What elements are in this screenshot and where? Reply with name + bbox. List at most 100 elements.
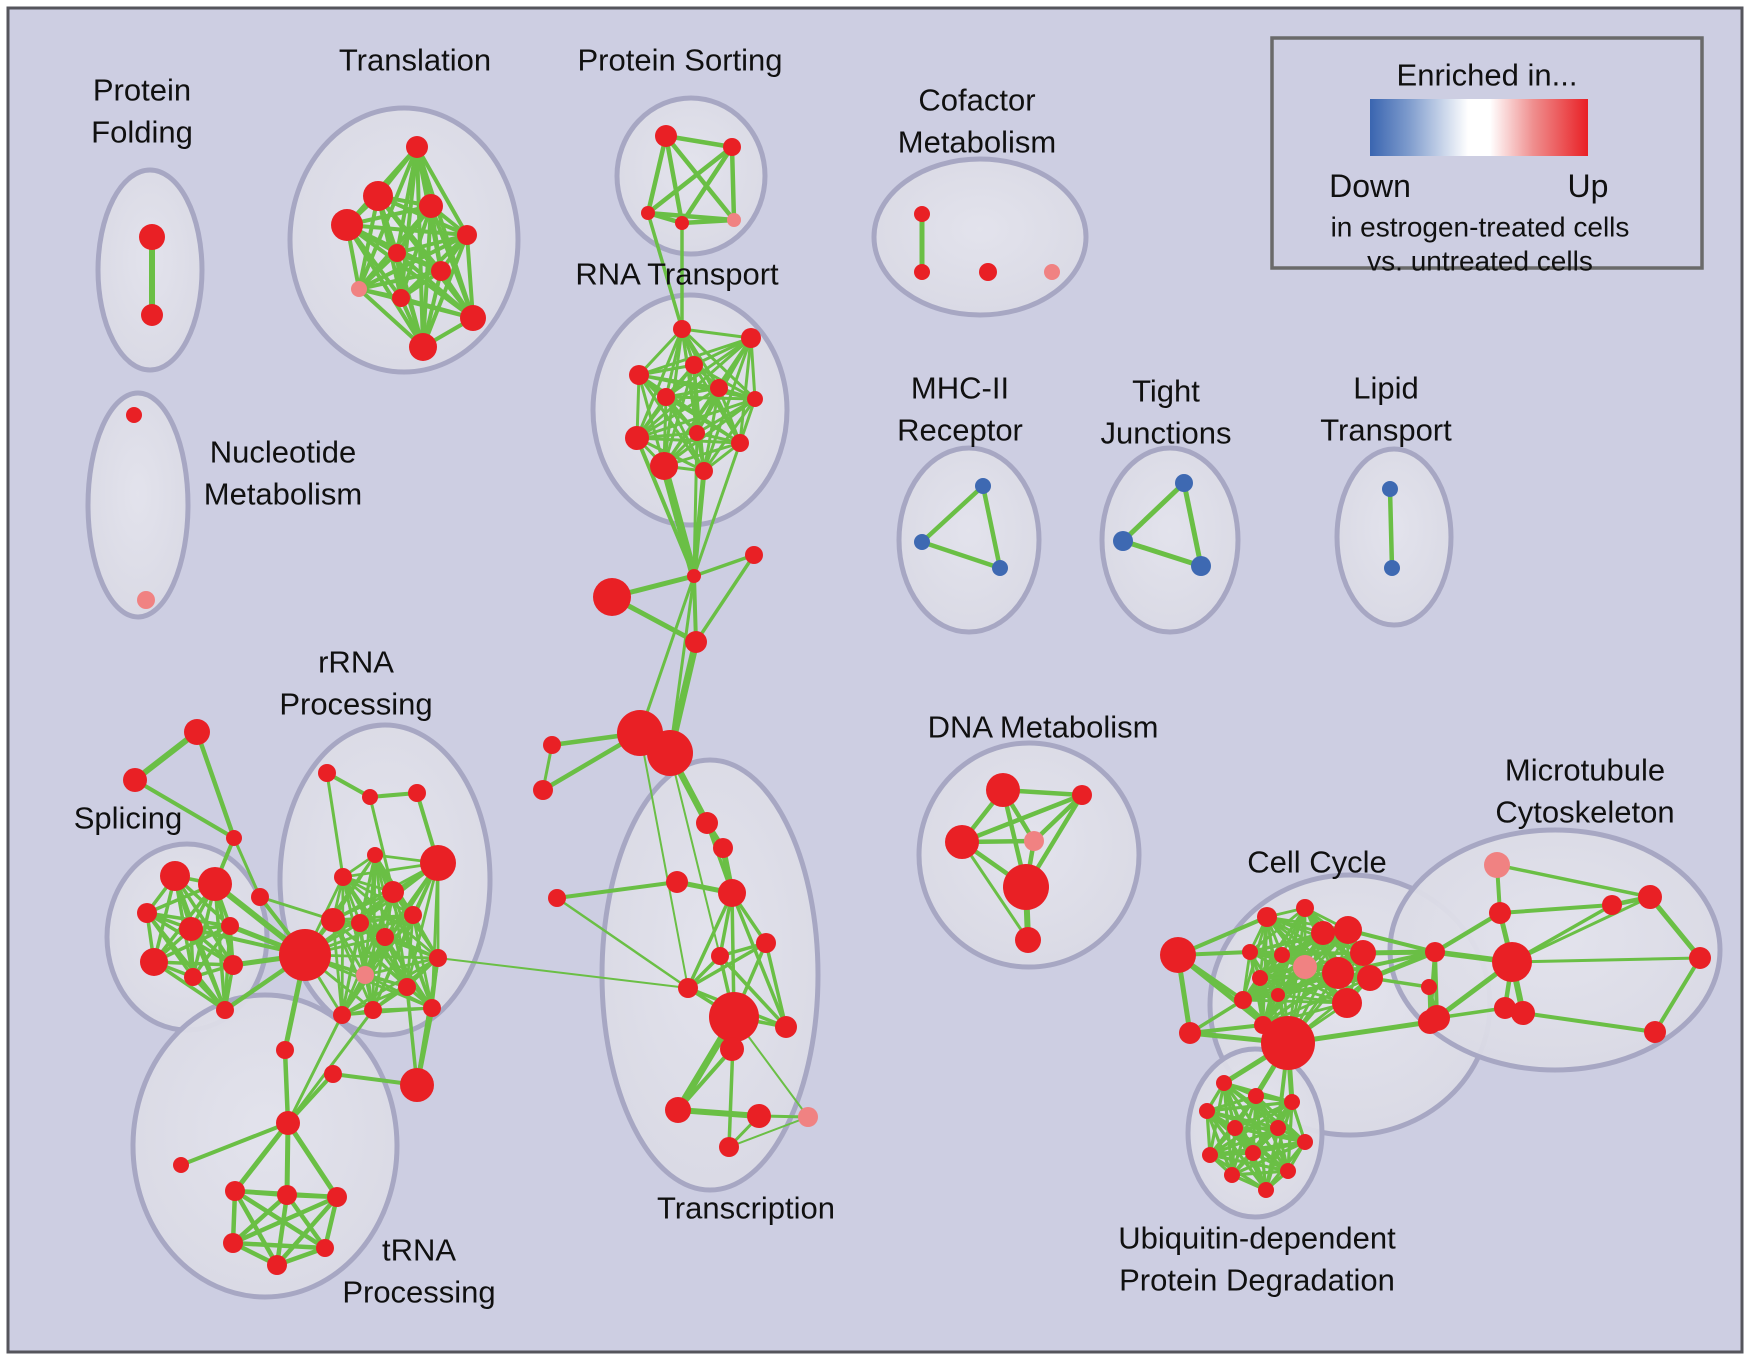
edge-T7-T8 xyxy=(357,269,443,291)
edge-MT7-MT2 xyxy=(1510,956,1702,964)
gene-set-node-R11 xyxy=(376,928,394,946)
gene-set-node-D2 xyxy=(756,933,776,953)
cluster-label-protein-folding-line1: Protein xyxy=(93,73,191,108)
gene-set-node-CM3 xyxy=(979,263,997,281)
edge-DM2-DM4 xyxy=(959,792,1085,845)
gene-set-node-RT2 xyxy=(741,328,761,348)
gene-set-node-C3 xyxy=(666,871,688,893)
edge-U7-U9 xyxy=(1251,1140,1307,1155)
edge-MTp-MT6 xyxy=(1495,863,1652,899)
cluster-ellipse-mhc-ii-receptor xyxy=(896,445,1042,635)
gene-set-node-U8 xyxy=(1202,1147,1218,1163)
gene-set-node-CC3 xyxy=(1311,921,1335,945)
edge-T4-T5 xyxy=(345,223,469,237)
gene-set-node-CC2 xyxy=(1296,899,1314,917)
cluster-label-rrna-processing-line2: Processing xyxy=(279,687,432,722)
gene-set-node-CM4 xyxy=(1044,264,1060,280)
edge-TR5-TR6 xyxy=(230,1194,340,1246)
gene-set-node-L1 xyxy=(593,578,631,616)
gene-set-node-TJ2 xyxy=(1113,531,1133,551)
edge-CC9-CC11 xyxy=(1241,971,1340,1002)
edge-T3-T10 xyxy=(429,204,475,320)
gene-set-node-E1 xyxy=(665,1097,691,1123)
gene-set-node-TR1 xyxy=(276,1041,294,1059)
gene-set-node-MT9 xyxy=(1494,997,1516,1019)
edge-T1-T8 xyxy=(357,145,419,291)
edge-CC11-J3 xyxy=(1336,950,1437,975)
edge-M1-R13 xyxy=(415,956,440,1087)
gene-set-node-U6 xyxy=(1270,1120,1286,1136)
edge-PS1-PS4 xyxy=(663,133,685,226)
edge-B2-D1 xyxy=(669,752,721,957)
edge-U2-U4 xyxy=(1205,1094,1258,1113)
edge-R13-R15 xyxy=(340,956,440,1017)
edge-RT8-J1 xyxy=(692,431,699,578)
edge-R6-R10 xyxy=(341,875,415,917)
cluster-ellipse-tight-junctions xyxy=(1099,445,1241,635)
edge-J1-K1 xyxy=(692,574,698,644)
gene-set-node-T1 xyxy=(406,136,428,158)
gene-set-node-K1 xyxy=(685,631,707,653)
edge-TRh-TRs xyxy=(179,1121,290,1167)
gene-set-node-CM2 xyxy=(914,264,930,280)
gene-set-node-S3 xyxy=(548,889,566,907)
gene-set-node-LT1 xyxy=(1382,481,1398,497)
gene-set-node-RT9 xyxy=(625,426,649,450)
gene-set-node-MT10 xyxy=(1644,1021,1666,1043)
gene-set-node-J2 xyxy=(745,546,763,564)
edge-R9-R17 xyxy=(358,921,434,1010)
edge-RT4-RT12 xyxy=(637,373,706,473)
edge-T5-T10 xyxy=(465,233,475,320)
edge-RT1-RT4 xyxy=(637,327,684,377)
gene-set-node-PF1 xyxy=(139,224,165,250)
gene-set-node-TR6 xyxy=(223,1233,243,1253)
gene-set-node-PS3 xyxy=(641,206,655,220)
gene-set-node-SP6 xyxy=(140,948,168,976)
gene-set-node-M1 xyxy=(400,1068,434,1102)
gene-set-node-E4 xyxy=(719,1137,739,1157)
edge-D1-D5 xyxy=(718,954,788,1029)
edge-MT4-MT10 xyxy=(1521,1011,1657,1034)
gene-set-node-D4 xyxy=(720,1037,744,1061)
gene-set-node-CC9 xyxy=(1234,991,1252,1009)
gene-set-node-MT2 xyxy=(1492,942,1532,982)
edge-RT11-J1 xyxy=(660,462,698,580)
edge-DM3-DM4 xyxy=(1031,792,1085,844)
gene-set-node-DM3 xyxy=(1024,831,1044,851)
edge-TR4-TR6 xyxy=(230,1192,290,1246)
cluster-label-cofactor-metabolism-line2: Metabolism xyxy=(898,125,1057,160)
gene-set-node-DM5 xyxy=(1003,864,1049,910)
edge-TJ1-TJ3 xyxy=(1181,480,1204,569)
cluster-label-rna-transport-line1: RNA Transport xyxy=(575,257,779,292)
cluster-label-splicing-line1: Splicing xyxy=(74,801,183,836)
edge-PS4-PS5 xyxy=(679,217,737,226)
edge-CC2-CC5 xyxy=(1248,906,1307,954)
gene-set-node-RT10 xyxy=(731,434,749,452)
legend: Enriched in... Down Up in estrogen-treat… xyxy=(1270,36,1704,277)
edge-X1-X3 xyxy=(194,729,237,841)
edge-TRh-R15 xyxy=(286,1013,344,1125)
cluster-label-protein-sorting-line1: Protein Sorting xyxy=(577,43,782,78)
gene-set-node-SP8 xyxy=(223,955,243,975)
gene-set-node-RT5 xyxy=(710,379,728,397)
cluster-label-microtubule-cytoskeleton-line1: Microtubule xyxy=(1505,753,1665,788)
gene-set-node-C4 xyxy=(718,879,746,907)
edge-D2-D3 xyxy=(686,941,768,990)
cluster-label-ubiquitin-degradation-line2: Protein Degradation xyxy=(1119,1263,1395,1298)
gene-set-node-LT2 xyxy=(1384,560,1400,576)
gene-set-node-R9 xyxy=(351,914,369,932)
node-layer xyxy=(123,125,1711,1275)
gene-set-node-CC1 xyxy=(1257,907,1277,927)
gene-set-node-N4 xyxy=(251,888,269,906)
gene-set-node-R2 xyxy=(362,789,378,805)
edge-RT1-RT2 xyxy=(680,327,753,340)
gene-set-node-S1 xyxy=(543,736,561,754)
edge-TRh-TR5 xyxy=(285,1120,340,1200)
gene-set-node-SP2 xyxy=(198,867,232,901)
gene-set-node-C1 xyxy=(696,812,718,834)
gene-set-node-E3 xyxy=(798,1107,818,1127)
edge-X1-X2 xyxy=(132,729,200,783)
legend-gradient-bar xyxy=(1370,99,1588,156)
edge-R11-R13 xyxy=(383,935,440,960)
